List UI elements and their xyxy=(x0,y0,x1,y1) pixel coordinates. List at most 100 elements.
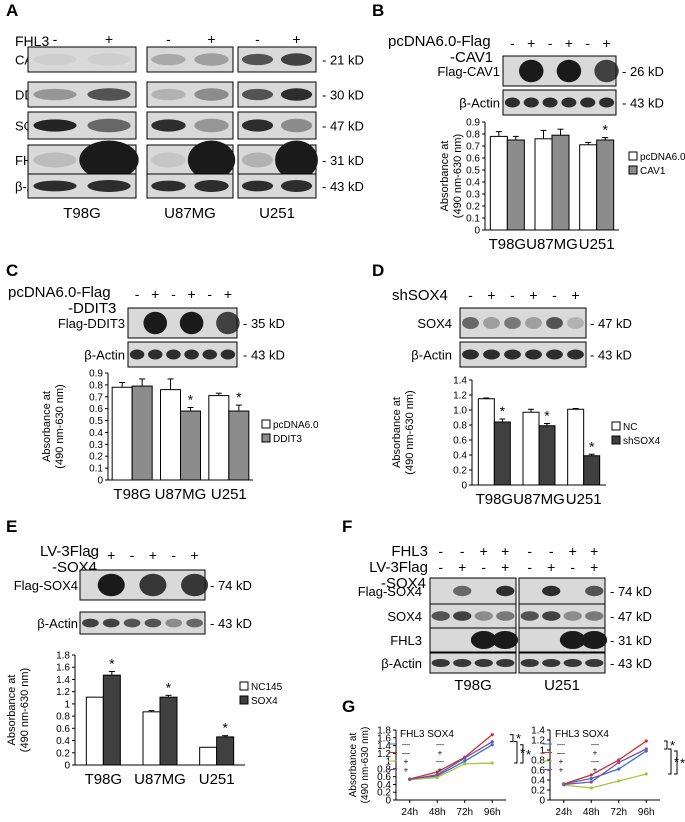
panelG-right-point xyxy=(617,779,621,783)
panelB-header: -CAV1 xyxy=(450,49,493,66)
panelG-left-y-tick-label: 0.8 xyxy=(377,764,391,775)
panelD-sign: - xyxy=(510,287,515,303)
panelB-legend-swatch xyxy=(628,151,638,161)
panelB-row-label: Flag-CAV1 xyxy=(437,64,500,79)
panelG-left-x-tick-label: 48h xyxy=(429,807,446,818)
blot-band xyxy=(194,180,229,192)
panelA-cell-label: T98G xyxy=(63,205,101,222)
panelB-x-tick-label: T98G xyxy=(489,236,527,253)
panelG-right-point xyxy=(617,767,621,771)
blot-band xyxy=(504,349,521,360)
panelC-sign: - xyxy=(171,286,176,302)
blot-band xyxy=(179,311,204,335)
panelG-right-point xyxy=(617,760,621,765)
panelF-kd-label: - 31 kD xyxy=(610,633,652,648)
panelG-left-legend-fhl3: + xyxy=(404,766,409,775)
panelD-y-tick-label: 1.2 xyxy=(453,391,467,402)
panelA-sign: - xyxy=(53,31,58,47)
panelG-left-y-tick-label: 0 xyxy=(385,796,391,807)
panelB-bar xyxy=(579,144,598,231)
panelC-y-tick-label: 0.8 xyxy=(89,380,103,391)
panelG-right-series-line xyxy=(563,773,647,789)
panelE-sign: + xyxy=(107,547,115,563)
blot-band xyxy=(453,611,472,621)
panelG-left-point xyxy=(463,759,467,763)
panelA-blot xyxy=(27,46,137,73)
blot-band xyxy=(33,119,77,132)
blot-band xyxy=(542,585,561,597)
panelF-sign: - xyxy=(549,543,554,559)
panelD-x-tick-label: U87MG xyxy=(513,491,565,508)
blot-band xyxy=(241,180,274,192)
panelD-y-tick-label: 0.2 xyxy=(453,466,467,477)
blot-band xyxy=(462,349,479,360)
panelA-kd-label: - 31 kD xyxy=(322,153,364,168)
blot-band xyxy=(542,659,561,667)
panelE-kd-label: - 43 kD xyxy=(210,616,252,631)
panelE-bar xyxy=(216,736,235,766)
blot-band xyxy=(87,53,131,66)
blot-band xyxy=(139,573,167,597)
panelA-sign: - xyxy=(166,31,171,47)
panelB-y-tick-label: 0.8 xyxy=(466,130,480,141)
blot-band xyxy=(580,97,596,108)
panelC-x-tick-label: U251 xyxy=(211,486,247,503)
panelF-row-label: FHL3 xyxy=(390,633,422,648)
panelB-bar xyxy=(489,135,508,231)
blot-band xyxy=(33,152,77,168)
panelF-kd-label: - 74 kD xyxy=(610,584,652,599)
blot-band xyxy=(181,573,209,597)
panelE-sign: + xyxy=(149,547,157,563)
panelF-kd-label: - 47 kD xyxy=(610,609,652,624)
panelG-right-significance-bracket xyxy=(674,750,678,775)
panelG-right-point xyxy=(589,780,593,784)
blot-band xyxy=(87,180,131,192)
blot-band xyxy=(496,611,515,621)
panelE-sign: - xyxy=(130,547,135,563)
panelB-kd-label: - 26 kD xyxy=(622,64,664,79)
panelE-legend-label: NC145 xyxy=(251,682,283,693)
panelF-cell-label: T98G xyxy=(454,677,492,694)
panelE-kd-label: - 74 kD xyxy=(210,578,252,593)
blot-band xyxy=(151,88,186,101)
panelC-y-tick-label: 0 xyxy=(97,476,103,487)
panelG-left-y-tick-label: 1.6 xyxy=(377,733,391,744)
blot-band xyxy=(280,180,313,192)
blot-band xyxy=(470,631,497,649)
panelG-right-series-line xyxy=(563,750,647,785)
panelD-legend-label: NC xyxy=(623,422,637,433)
panelE-y-tick-label: 1.6 xyxy=(56,663,70,674)
panelG-right-x-tick-label: 24h xyxy=(555,807,572,818)
panelB-y-tick-label: 0.1 xyxy=(466,214,480,225)
blot-band xyxy=(483,349,500,360)
panelC-legend-swatch xyxy=(261,419,271,429)
panelC-sign: + xyxy=(224,286,232,302)
blot-band xyxy=(280,53,313,66)
blot-band xyxy=(594,59,619,83)
panelB-sign: - xyxy=(510,35,515,51)
panelD-sign: + xyxy=(529,287,537,303)
panelB-y-tick-label: 0.2 xyxy=(466,202,480,213)
panelE-y-tick-label: 1.8 xyxy=(56,651,70,662)
panelF-row2-label: LV-3Flag xyxy=(369,559,428,576)
panelG-right-significance-bracket xyxy=(664,740,668,750)
panelA-kd-label: - 47 kD xyxy=(322,119,364,134)
panelD-sign: - xyxy=(468,287,473,303)
panelE-y-tick-label: 0 xyxy=(64,761,70,772)
panelD-x-tick-label: T98G xyxy=(476,491,514,508)
blot-band xyxy=(559,631,586,649)
panelB-sign: - xyxy=(548,35,553,51)
panelG-left-point xyxy=(435,770,439,774)
panelB-row-label: β-Actin xyxy=(459,96,500,111)
panelC-x-tick-label: U87MG xyxy=(155,486,207,503)
panelE-ylabel: Absorbance at xyxy=(6,675,18,746)
panelG-left-series-line xyxy=(409,741,493,781)
panelG-right-significance: * xyxy=(670,738,675,753)
blot-band xyxy=(563,611,582,621)
panelD-legend-swatch xyxy=(611,421,621,431)
panelE-sign: - xyxy=(88,547,93,563)
panelB-legend-label: pcDNA6.0 xyxy=(640,152,685,163)
blot-band xyxy=(546,317,563,329)
blot-band xyxy=(546,349,563,360)
panelG-left-point xyxy=(408,777,412,781)
